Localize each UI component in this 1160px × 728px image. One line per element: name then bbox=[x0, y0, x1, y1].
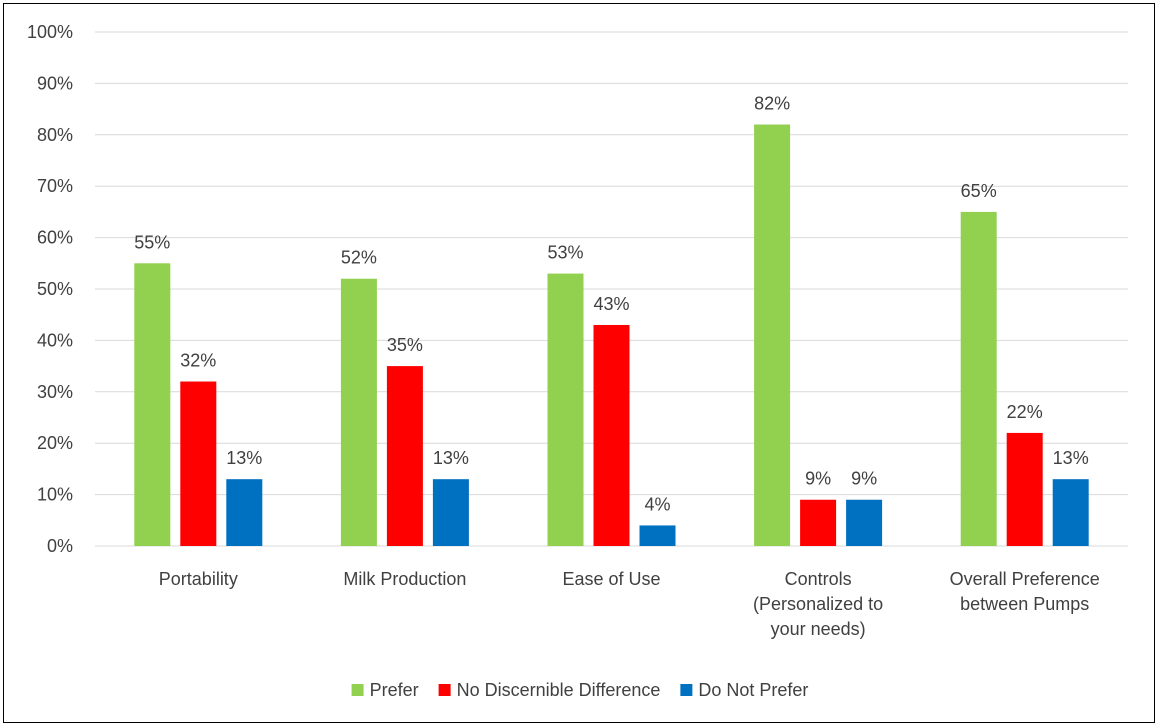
data-label: 22% bbox=[1007, 402, 1043, 422]
data-label: 13% bbox=[433, 448, 469, 468]
data-label: 52% bbox=[341, 248, 377, 268]
x-category-label: between Pumps bbox=[960, 594, 1089, 614]
data-label: 43% bbox=[593, 294, 629, 314]
bar bbox=[593, 324, 630, 546]
data-label: 82% bbox=[754, 94, 790, 114]
bar bbox=[432, 479, 469, 546]
bar bbox=[386, 366, 423, 546]
x-category-label: Controls bbox=[785, 569, 852, 589]
bar bbox=[846, 499, 883, 546]
y-tick-label: 30% bbox=[37, 382, 73, 402]
y-tick-label: 20% bbox=[37, 433, 73, 453]
legend-swatch bbox=[351, 684, 364, 696]
bar bbox=[754, 124, 791, 547]
data-label: 9% bbox=[851, 469, 877, 489]
y-tick-label: 70% bbox=[37, 176, 73, 196]
bar bbox=[226, 479, 263, 546]
bar bbox=[340, 278, 377, 546]
data-label: 53% bbox=[547, 243, 583, 263]
legend-label: Prefer bbox=[370, 680, 419, 700]
data-label: 55% bbox=[134, 232, 170, 252]
data-label: 4% bbox=[644, 494, 670, 514]
y-tick-label: 60% bbox=[37, 228, 73, 248]
x-category-label: Ease of Use bbox=[562, 569, 660, 589]
legend-swatch bbox=[680, 684, 693, 696]
x-category-label: Milk Production bbox=[343, 569, 466, 589]
legend-label: No Discernible Difference bbox=[457, 680, 661, 700]
bar bbox=[180, 381, 217, 546]
y-tick-label: 90% bbox=[37, 73, 73, 93]
data-label: 35% bbox=[387, 335, 423, 355]
x-category-label: Overall Preference bbox=[950, 569, 1100, 589]
bar bbox=[960, 211, 997, 546]
y-tick-label: 40% bbox=[37, 330, 73, 350]
data-label: 13% bbox=[1053, 448, 1089, 468]
x-category-label: your needs) bbox=[771, 619, 866, 639]
data-label: 9% bbox=[805, 469, 831, 489]
bar bbox=[800, 499, 837, 546]
bar bbox=[1006, 432, 1043, 546]
bar bbox=[134, 263, 171, 546]
y-tick-label: 0% bbox=[47, 536, 73, 556]
x-category-label: Portability bbox=[159, 569, 238, 589]
bar bbox=[639, 525, 676, 546]
data-label: 32% bbox=[180, 351, 216, 371]
legend-swatch bbox=[438, 684, 451, 696]
y-tick-label: 10% bbox=[37, 485, 73, 505]
y-tick-label: 80% bbox=[37, 125, 73, 145]
legend-label: Do Not Prefer bbox=[698, 680, 808, 700]
x-category-label: (Personalized to bbox=[753, 594, 883, 614]
bar bbox=[1052, 479, 1089, 546]
bar bbox=[547, 273, 584, 546]
y-tick-label: 100% bbox=[27, 22, 73, 42]
data-label: 65% bbox=[961, 181, 997, 201]
y-tick-label: 50% bbox=[37, 279, 73, 299]
data-label: 13% bbox=[226, 448, 262, 468]
